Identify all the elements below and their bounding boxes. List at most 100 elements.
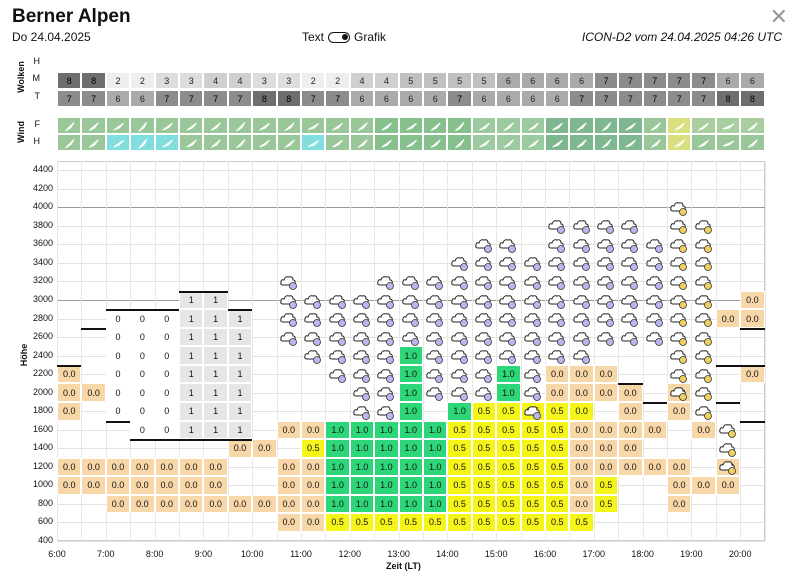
cloud-icon: [304, 294, 322, 309]
wind-arrow-cell: [374, 117, 399, 134]
value-cell: 0.0: [301, 494, 326, 514]
layer-boundary: [179, 439, 204, 442]
close-icon[interactable]: ✕: [769, 4, 788, 29]
wind-arrow-icon: [138, 138, 148, 149]
wind-arrow-cell: [203, 117, 228, 134]
value-cell: 0.0: [301, 420, 326, 440]
cloud-icon: [423, 383, 447, 402]
view-toggle[interactable]: Text Grafik: [302, 30, 386, 44]
cloud-icon: [499, 239, 517, 253]
wind-arrow-icon: [503, 122, 514, 131]
y-axis-tick-label: 3400: [32, 256, 53, 267]
wind-arrow-cell: [715, 134, 741, 151]
cloud-icon: [496, 254, 520, 273]
value-cell: 1: [203, 327, 228, 347]
cloud-icon: [618, 309, 642, 328]
value-cell: 0.0: [154, 476, 179, 495]
wind-arrow-icon: [650, 139, 661, 148]
value-cell: 1: [179, 290, 204, 310]
value-cell: 0.0: [301, 476, 326, 495]
wind-arrow-icon: [308, 123, 320, 130]
wind-row-label: H: [33, 136, 41, 146]
cloud-cover-cell: 3: [252, 72, 277, 89]
value-cell: 1.0: [349, 457, 375, 477]
cloud-icon: [716, 439, 740, 458]
layer-boundary: [81, 327, 106, 330]
cloud-icon: [304, 350, 322, 365]
value-cell: 0.5: [496, 494, 521, 514]
cloud-cover-cell: 7: [618, 72, 643, 89]
cloud-icon: [447, 291, 471, 310]
value-cell: 0.0: [569, 401, 594, 421]
cloud-cover-cell: 7: [642, 72, 667, 89]
value-cell: 0.0: [618, 401, 643, 421]
cloud-icon: [447, 309, 471, 328]
value-cell: 1: [179, 346, 204, 365]
cloud-cover-cell: 7: [593, 90, 619, 107]
wind-arrow-icon: [430, 122, 441, 131]
wind-arrow-cell: [520, 134, 545, 151]
layer-boundary: [130, 439, 155, 442]
value-cell: 0.5: [471, 401, 497, 421]
cloud-icon: [618, 328, 642, 347]
value-cell: 0.5: [496, 420, 521, 440]
cloud-icon: [597, 313, 614, 327]
cloud-icon: [597, 220, 614, 235]
cloud-icon: [447, 383, 471, 402]
cloud-cover-cell: 7: [667, 90, 692, 107]
wind-arrow-cell: [325, 134, 350, 151]
cloud-cover-cell: 8: [81, 72, 106, 89]
wind-arrow-cell: [276, 134, 301, 151]
cloud-icon: [450, 350, 468, 365]
value-cell: 0.0: [57, 364, 82, 384]
y-axis-tick-label: 3200: [32, 275, 53, 286]
value-cell: 0.5: [520, 513, 545, 532]
cloud-icon: [569, 291, 593, 310]
cloud-cover-cell: 7: [57, 90, 82, 107]
x-axis-tick-label: 20:00: [728, 549, 752, 559]
value-cell: 0.0: [569, 383, 594, 402]
horizontal-gridline: [57, 188, 765, 190]
value-cell: 0: [130, 346, 155, 365]
cloud-cover-cell: 7: [667, 72, 692, 89]
value-cell: 0.0: [569, 494, 594, 514]
value-cell: 0.0: [81, 476, 106, 495]
cloud-icon: [545, 309, 569, 328]
x-axis-tick-label: 14:00: [436, 549, 459, 559]
value-cell: 0: [130, 327, 155, 347]
vertical-gridline: [496, 161, 498, 541]
horizontal-gridline: [57, 225, 765, 227]
value-cell: 1: [227, 309, 253, 328]
horizontal-gridline: [57, 262, 765, 264]
cloud-icon: [280, 313, 297, 327]
cloud-icon: [691, 402, 715, 421]
wind-arrow-cell: [301, 117, 326, 134]
cloud-icon: [374, 272, 398, 291]
wind-arrow-icon: [674, 139, 685, 148]
y-axis-tick-label: 400: [37, 535, 53, 545]
wind-arrow-icon: [89, 122, 100, 131]
cloud-icon: [304, 331, 322, 346]
cloud-icon: [548, 239, 566, 253]
value-cell: 0.5: [447, 420, 472, 440]
x-axis-tick-label: 15:00: [484, 549, 508, 559]
cloud-icon: [402, 294, 419, 309]
view-toggle-switch[interactable]: [328, 31, 351, 43]
value-cell: 0: [130, 309, 155, 328]
vertical-gridline: [325, 161, 327, 541]
layer-boundary: [740, 420, 765, 423]
cloud-icon: [524, 368, 541, 383]
vertical-gridline: [667, 161, 668, 541]
value-cell: 0: [105, 327, 131, 347]
cloud-icon: [472, 272, 496, 291]
value-cell: 0.0: [618, 383, 643, 402]
cloud-icon: [521, 346, 545, 365]
value-cell: 0.5: [520, 476, 545, 495]
cloud-icon: [450, 257, 468, 272]
wind-arrow-icon: [235, 139, 246, 149]
cloud-icon: [691, 383, 715, 402]
cloud-icon: [667, 383, 691, 402]
cloud-icon: [277, 291, 301, 310]
wind-arrow-cell: [325, 117, 350, 134]
value-cell: 1: [203, 364, 228, 384]
